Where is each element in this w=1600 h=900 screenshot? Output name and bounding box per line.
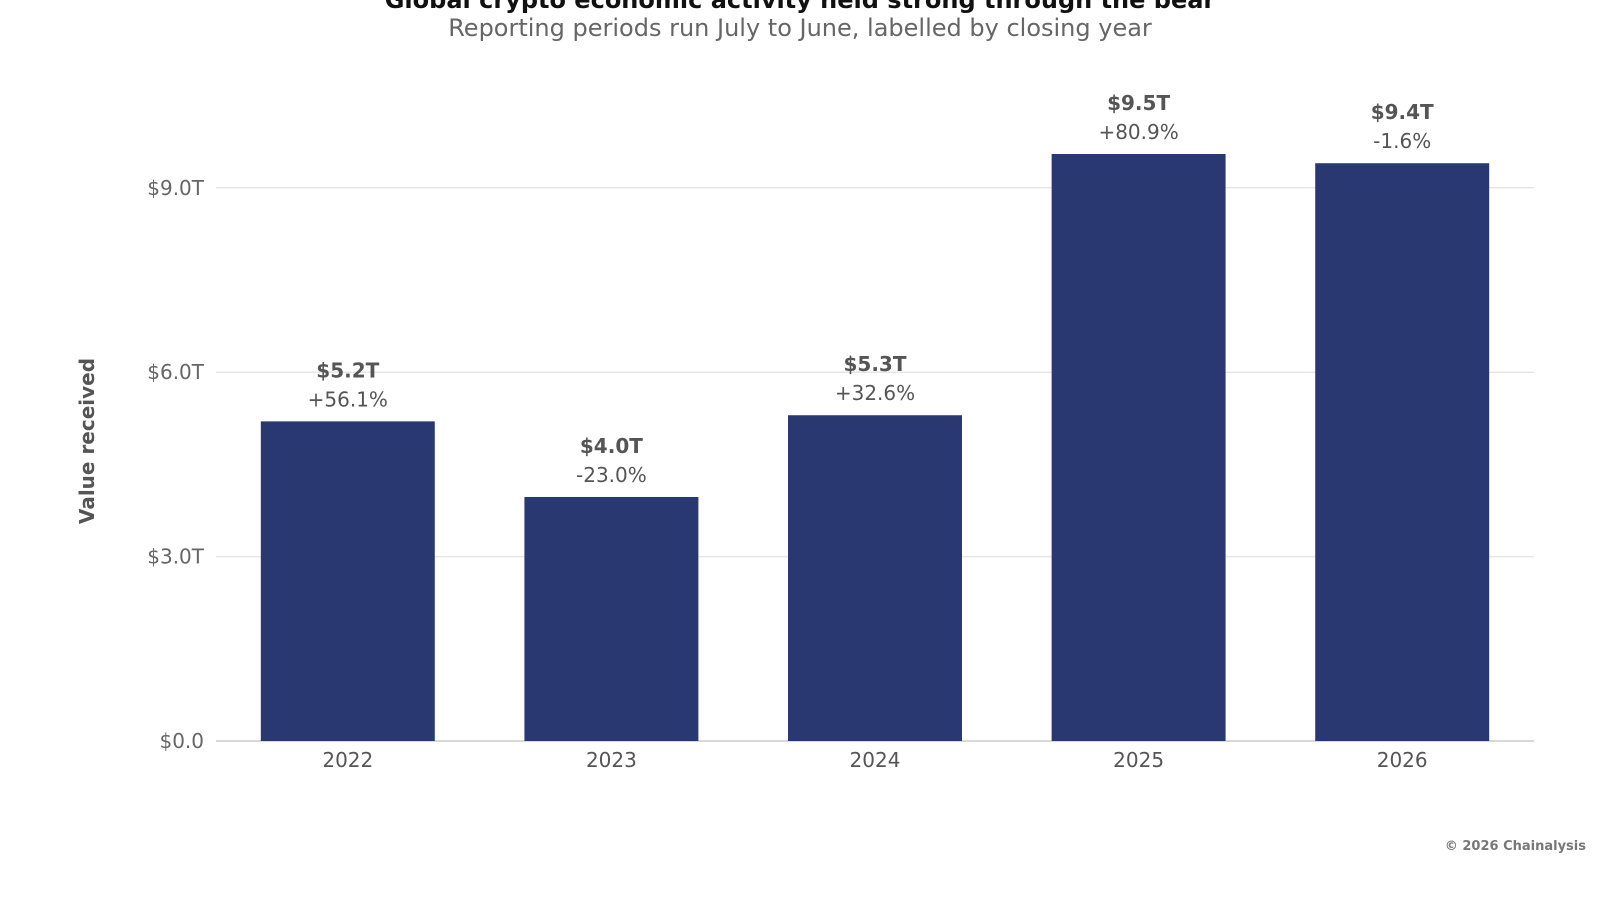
bar-2025 bbox=[1051, 154, 1226, 741]
y-tick-label: $3.0T bbox=[147, 545, 205, 569]
y-tick-label: $6.0T bbox=[147, 360, 205, 384]
bar-change-label: -1.6% bbox=[1373, 129, 1431, 153]
x-tick-label: 2025 bbox=[1113, 748, 1164, 772]
bar-value-label: $5.3T bbox=[844, 352, 907, 376]
x-tick-label: 2023 bbox=[586, 748, 637, 772]
bar-2024 bbox=[788, 415, 962, 741]
x-tick-label: 2026 bbox=[1377, 748, 1428, 772]
bar-2026 bbox=[1315, 163, 1490, 741]
bar-2023 bbox=[524, 496, 699, 741]
bar-change-label: +56.1% bbox=[308, 387, 388, 411]
y-tick-label: $0.0 bbox=[159, 729, 204, 753]
x-tick-label: 2022 bbox=[322, 748, 373, 772]
bar-value-label: $9.4T bbox=[1371, 100, 1434, 124]
bar-value-label: $9.5T bbox=[1107, 91, 1170, 115]
copyright-credit: © 2026 Chainalysis bbox=[1444, 839, 1586, 854]
bar-change-label: -23.0% bbox=[576, 463, 647, 487]
bar-value-label: $5.2T bbox=[316, 358, 379, 382]
chart-subtitle: Reporting periods run July to June, labe… bbox=[448, 14, 1152, 42]
bar-change-label: +32.6% bbox=[835, 381, 915, 405]
bar-value-label: $4.0T bbox=[580, 434, 643, 458]
x-tick-label: 2024 bbox=[850, 748, 901, 772]
chart-title: Global crypto economic activity held str… bbox=[384, 0, 1216, 14]
bar-change-label: +80.9% bbox=[1098, 120, 1178, 144]
y-tick-label: $9.0T bbox=[147, 176, 205, 200]
bar-2022 bbox=[260, 421, 435, 741]
y-axis-label: Value received bbox=[75, 358, 99, 524]
